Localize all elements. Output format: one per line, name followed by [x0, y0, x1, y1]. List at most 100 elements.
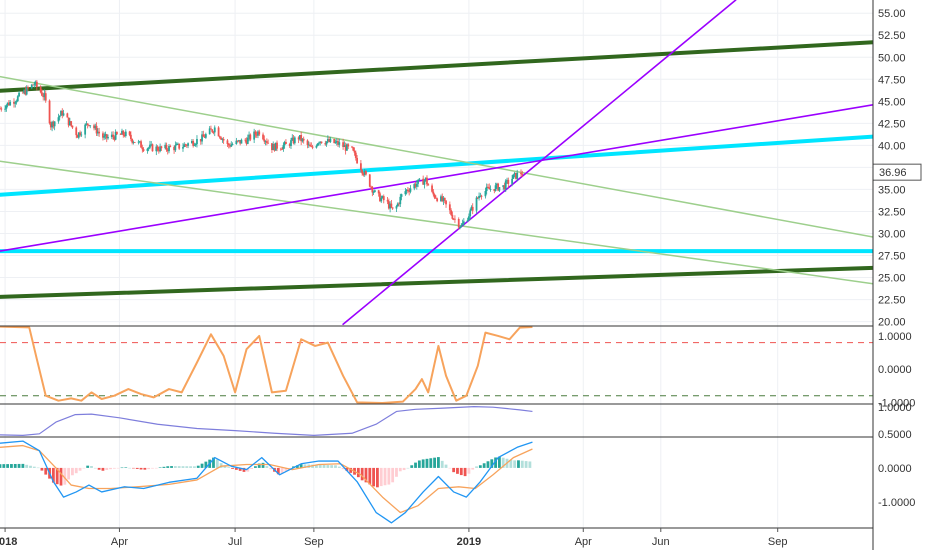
- candle-body: [244, 139, 247, 141]
- candle-body: [211, 129, 214, 132]
- candle: [5, 104, 8, 112]
- time-axis-label: 2019: [457, 536, 481, 548]
- candle-body: [342, 142, 345, 147]
- candle-body: [201, 134, 203, 142]
- macd-histogram-bar: [509, 459, 513, 468]
- candle-body: [150, 144, 153, 146]
- candle: [329, 136, 332, 143]
- candle: [391, 207, 394, 210]
- candle-body: [431, 185, 433, 192]
- macd-histogram-bar: [395, 467, 398, 477]
- main-pane: [0, 0, 873, 326]
- candle-body: [140, 141, 142, 148]
- candle-body: [398, 203, 400, 205]
- candle: [174, 141, 177, 152]
- candle: [84, 123, 87, 139]
- vol-line: [0, 406, 533, 437]
- candle-body: [190, 141, 193, 144]
- candle: [495, 182, 498, 189]
- candle-body: [387, 201, 390, 209]
- candle: [85, 120, 88, 126]
- candle-body: [230, 144, 233, 147]
- macd-histogram-bar: [440, 460, 444, 468]
- candle: [368, 174, 371, 188]
- candle: [129, 131, 132, 142]
- candle: [116, 131, 118, 135]
- candle: [239, 140, 242, 146]
- candle: [93, 123, 95, 131]
- candle: [9, 99, 12, 106]
- candle-body: [362, 173, 365, 175]
- candle-body: [229, 145, 231, 147]
- macd-histogram-bar: [402, 467, 406, 471]
- candle-body: [204, 134, 207, 138]
- macd-histogram-bar: [334, 465, 337, 468]
- candle-body: [35, 81, 38, 88]
- candle-body: [459, 226, 461, 228]
- candle: [273, 143, 276, 152]
- candle-body: [372, 191, 375, 193]
- candle-body: [485, 186, 488, 192]
- candle: [433, 193, 436, 200]
- candle: [121, 128, 123, 135]
- candle-body: [292, 137, 295, 144]
- candle-body: [479, 195, 482, 197]
- candle-body: [448, 204, 451, 211]
- candle: [221, 137, 224, 143]
- candle: [184, 143, 187, 147]
- macd-histogram-bar: [132, 467, 135, 469]
- candle: [337, 138, 339, 148]
- candle-body: [309, 144, 311, 147]
- macd-histogram-bar: [528, 461, 532, 468]
- candle: [390, 199, 393, 209]
- candle: [343, 141, 346, 148]
- candle-body: [263, 139, 266, 142]
- macd-histogram-bar: [524, 461, 528, 468]
- candle: [395, 204, 398, 212]
- macd-histogram-bar: [151, 467, 154, 469]
- candle: [32, 84, 34, 86]
- candle: [160, 145, 163, 151]
- candle: [318, 141, 320, 146]
- macd-histogram-bar: [185, 466, 189, 468]
- candle: [418, 178, 421, 181]
- candle: [248, 131, 250, 142]
- candle: [119, 132, 122, 135]
- candle-body: [338, 142, 341, 145]
- candle-body: [137, 141, 140, 143]
- candle: [306, 139, 309, 149]
- candle: [113, 135, 116, 142]
- macd-histogram-bar: [196, 465, 200, 468]
- candle-body: [89, 125, 92, 127]
- stoch-axis-tick: 0.0000: [878, 364, 912, 376]
- macd-histogram-bar: [0, 464, 2, 468]
- candle-body: [466, 220, 469, 222]
- candle-body: [213, 127, 216, 133]
- candle-body: [276, 142, 278, 149]
- candle-body: [413, 184, 416, 189]
- candle-body: [178, 143, 181, 149]
- candle-body: [405, 189, 408, 192]
- trendline-4: [0, 75, 873, 238]
- candle: [272, 141, 275, 151]
- candle: [512, 174, 515, 180]
- candle-body: [255, 134, 258, 136]
- candle-body: [132, 142, 135, 143]
- candle-body: [129, 134, 132, 139]
- candle-body: [521, 174, 524, 175]
- macd-histogram-bar: [387, 467, 391, 485]
- macd-histogram-bar: [341, 467, 345, 470]
- macd-histogram-bar: [295, 465, 299, 468]
- price-axis-tick: 52.50: [878, 30, 906, 42]
- candle: [199, 138, 202, 145]
- candle: [94, 123, 97, 130]
- candle: [274, 142, 277, 151]
- candle: [342, 138, 345, 150]
- candle: [196, 135, 198, 148]
- candle: [316, 142, 319, 147]
- candle: [298, 135, 301, 141]
- candle: [230, 141, 233, 148]
- price-axis-tick: 25.00: [878, 273, 906, 285]
- candle-body: [382, 196, 385, 201]
- macd-histogram-bar: [425, 458, 429, 468]
